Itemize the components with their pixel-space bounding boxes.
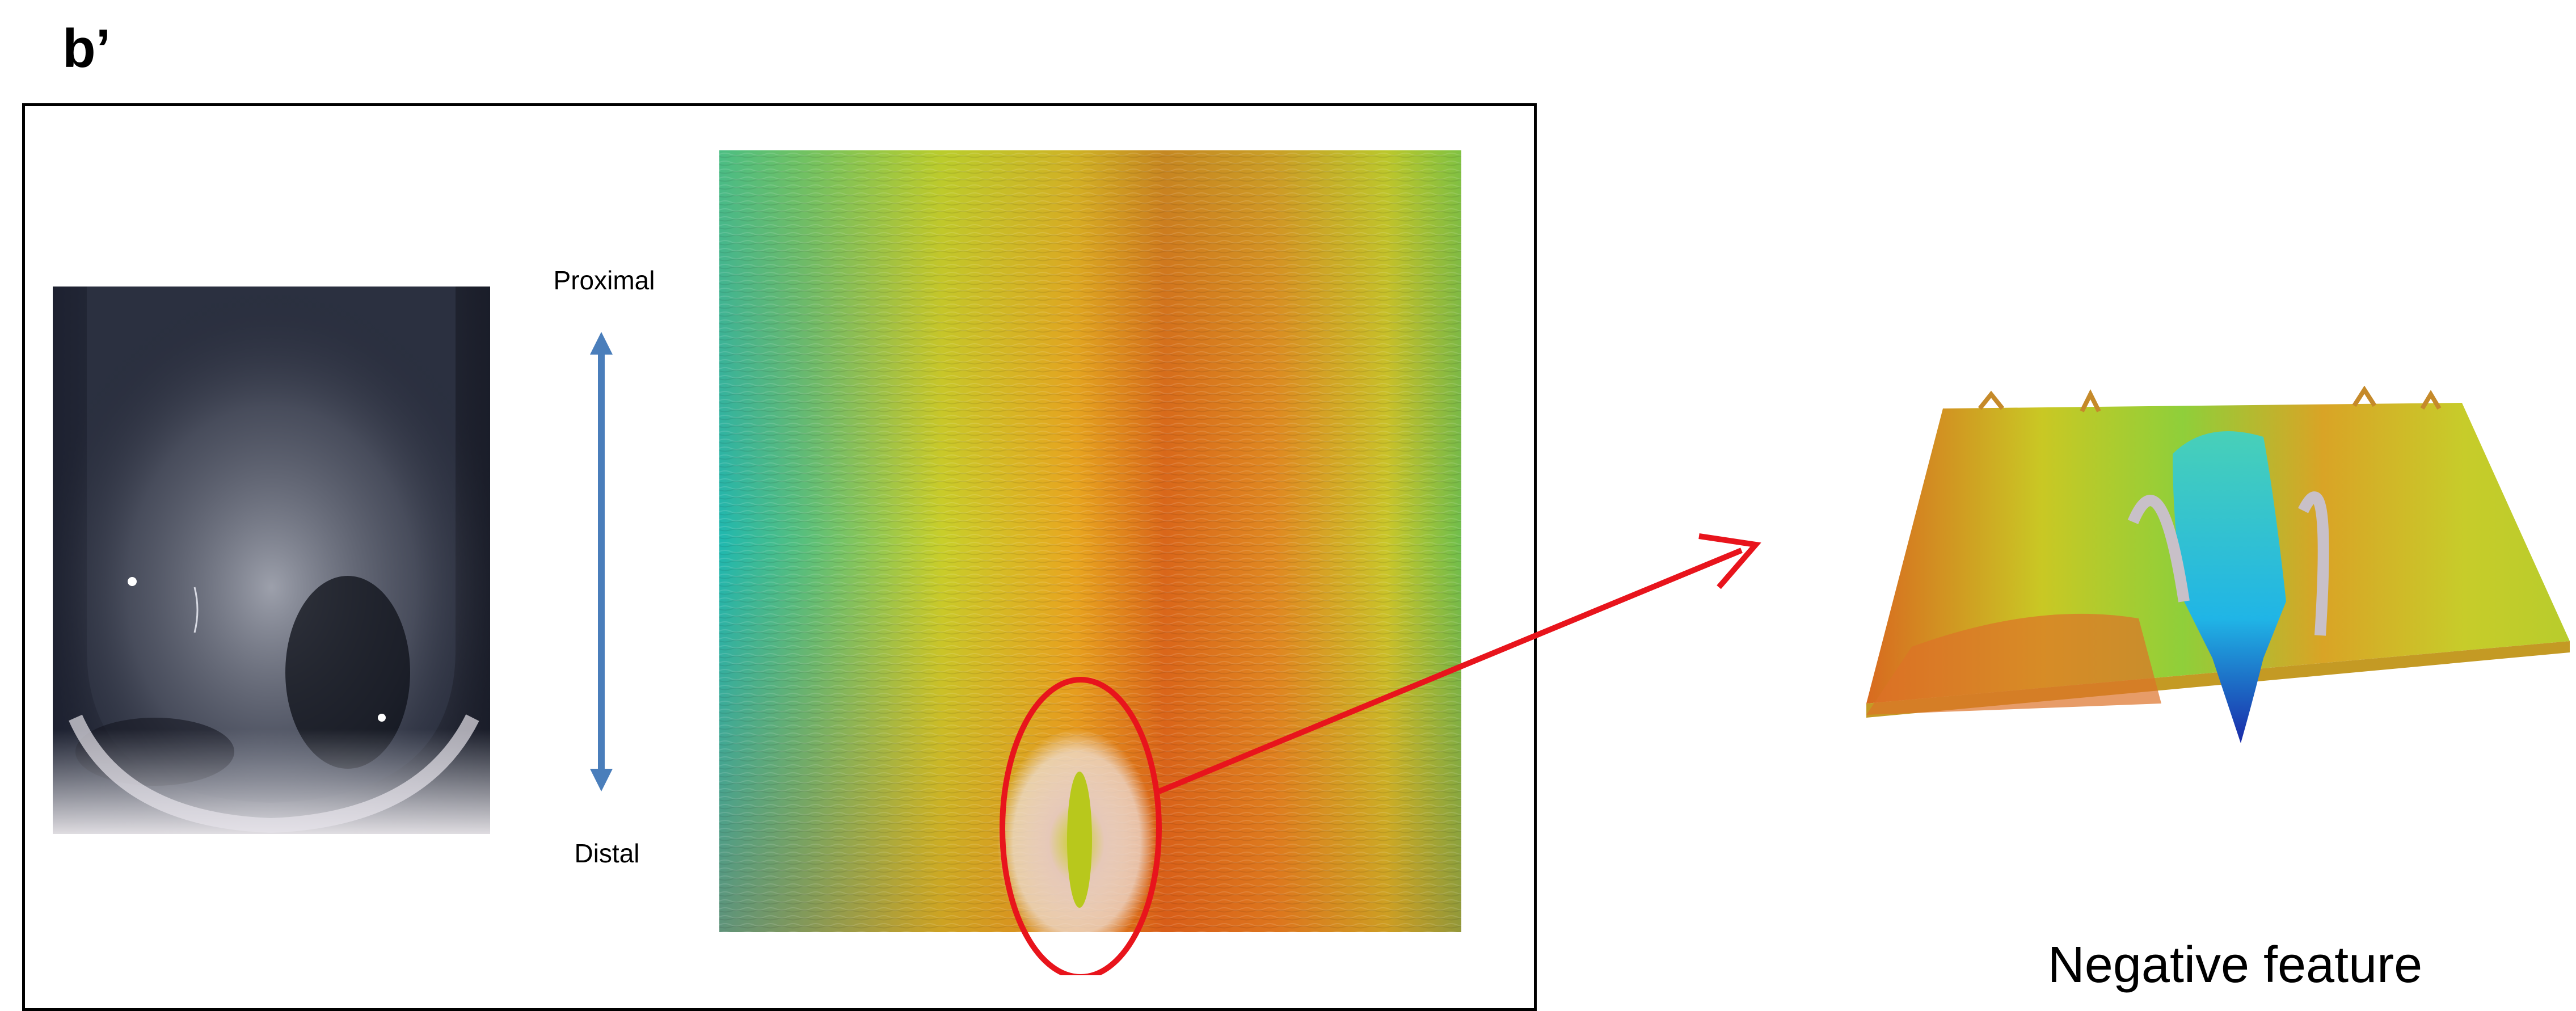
surface-height-map [719,150,1461,932]
panel-label: b’ [62,18,111,79]
pointer-arrowhead [1698,533,1761,589]
proximal-distal-arrow [590,332,613,791]
specimen-photo [53,287,490,834]
negative-feature-caption: Negative feature [2047,937,2423,993]
proximal-label: Proximal [553,266,655,295]
feature-3d-surface [1866,386,2570,743]
distal-label: Distal [574,839,640,868]
